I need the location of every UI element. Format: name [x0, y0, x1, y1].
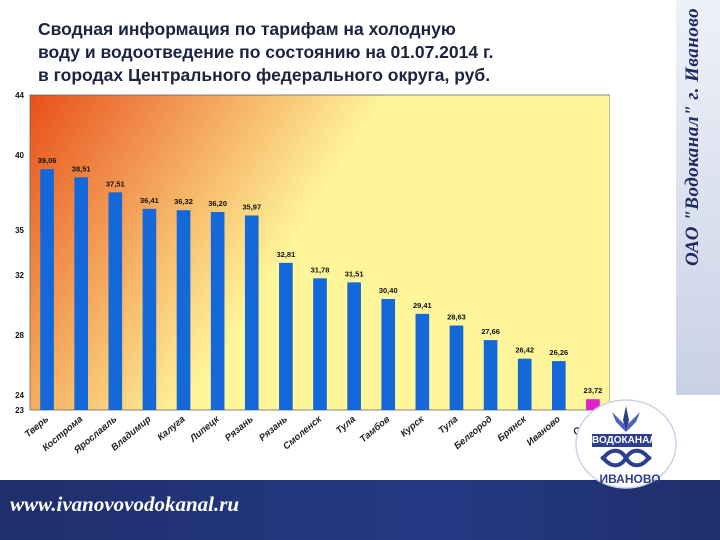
bar-7	[244, 215, 259, 410]
x-tick-label-5: Калуга	[155, 414, 187, 443]
slide-title: Сводная информация по тарифам на холодну…	[38, 18, 598, 87]
y-tick-label: 23	[15, 406, 24, 415]
bar-13	[449, 325, 464, 410]
y-tick-label: 35	[15, 226, 24, 235]
value-label-9: 31,78	[311, 265, 330, 274]
value-label-4: 36,41	[140, 196, 159, 205]
tariff-bar-chart: 23 24 28 32 35 40 44 39,06 38,51 37,51 36,41 36,32…	[15, 91, 610, 457]
y-tick-label: 32	[15, 271, 24, 280]
x-tick-label-12: Курск	[399, 413, 428, 439]
value-labels-group: 39,06 38,51 37,51 36,41 36,32 36,20 35,97 32,81…	[38, 156, 603, 395]
value-label-11: 30,40	[379, 286, 398, 295]
value-label-8: 32,81	[276, 250, 295, 259]
x-tick-label-13: Тула	[436, 414, 460, 437]
y-tick-label: 28	[15, 331, 24, 340]
title-line-3: в городах Центрального федерального окру…	[38, 65, 491, 85]
x-tick-label-7: Рязань	[223, 414, 256, 444]
x-tick-label-11: Тамбов	[358, 414, 392, 445]
value-label-1: 39,06	[38, 156, 57, 165]
bar-3	[108, 192, 123, 410]
bar-9	[313, 278, 327, 410]
side-band	[676, 0, 720, 395]
logo-wordmark: ВОДОКАНАЛ	[592, 434, 657, 447]
x-tick-label-14: Белгород	[452, 414, 495, 452]
value-label-3: 37,51	[106, 179, 125, 188]
x-tick-label-10: Тула	[334, 414, 358, 437]
value-label-16: 26,26	[549, 348, 568, 357]
value-label-7: 35,97	[242, 202, 261, 211]
bar-2	[74, 177, 88, 410]
title-line-2: воду и водоотведение по состоянию на 01.…	[38, 42, 494, 62]
bar-17	[586, 399, 600, 410]
bar-5	[176, 210, 191, 410]
bar-11	[381, 299, 396, 410]
bars-group	[40, 169, 600, 410]
company-side-caption: ОАО "Водоканал" г. Иваново	[682, 8, 703, 267]
bar-15	[517, 358, 532, 410]
x-tick-label-16: Иваново	[525, 414, 563, 449]
y-tick-label: 24	[15, 391, 24, 400]
bar-1	[40, 169, 54, 410]
logo-city: ИВАНОВО	[599, 472, 661, 486]
bar-4	[142, 208, 157, 410]
value-label-13: 28,63	[447, 313, 466, 322]
y-axis: 23 24 28 32 35 40 44	[15, 91, 24, 415]
value-label-5: 36,32	[174, 197, 193, 206]
x-tick-label-1: Тверь	[23, 414, 52, 440]
value-label-2: 38,51	[72, 164, 91, 173]
y-tick-label: 44	[15, 91, 24, 100]
bar-8	[279, 262, 293, 410]
title-line-1: Сводная информация по тарифам на холодну…	[38, 19, 456, 39]
bar-12	[415, 313, 430, 410]
value-label-17: 23,72	[584, 386, 603, 395]
bar-10	[347, 282, 361, 410]
x-tick-label-6: Липецк	[187, 413, 222, 445]
footer-band	[0, 480, 720, 540]
bar-14	[483, 340, 498, 410]
value-label-14: 27,66	[481, 327, 500, 336]
value-label-10: 31,51	[345, 269, 364, 278]
y-tick-label: 40	[15, 151, 24, 160]
x-tick-label-9: Смоленск	[281, 413, 325, 452]
value-label-6: 36,20	[208, 199, 227, 208]
bar-16	[552, 361, 566, 410]
value-label-12: 29,41	[413, 301, 432, 310]
value-label-15: 26,42	[515, 346, 534, 355]
bar-6	[210, 212, 225, 410]
website-link[interactable]: www.ivanovovodokanal.ru	[10, 492, 240, 516]
